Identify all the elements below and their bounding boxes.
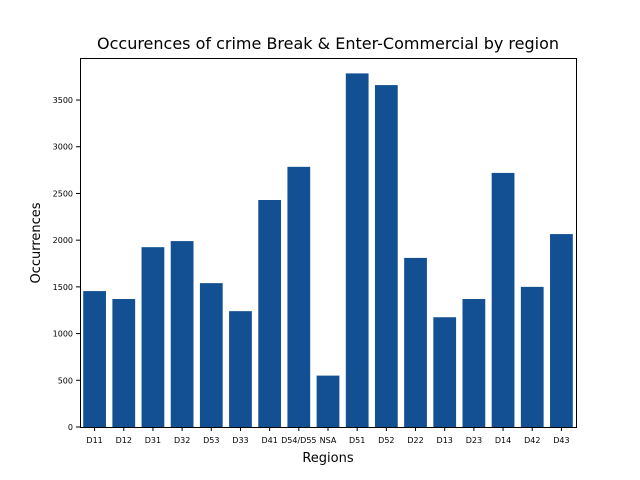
bar-d51 <box>345 73 369 427</box>
bar-nsa <box>316 375 340 427</box>
x-tick-label: D12 <box>116 436 132 445</box>
bar-d33 <box>229 311 252 427</box>
bars-layer <box>83 73 573 427</box>
bar-d52 <box>374 85 398 427</box>
y-tick-label: 3000 <box>53 143 73 152</box>
plot-frame <box>80 58 577 428</box>
bar-d11 <box>83 291 106 427</box>
y-tick-label: 500 <box>58 376 73 385</box>
x-axis-label: Regions <box>302 451 354 466</box>
x-tick-label: D54/D55 <box>281 436 316 445</box>
bar-d12 <box>112 299 136 427</box>
bar-d23 <box>462 299 486 427</box>
x-tick-label: D41 <box>261 436 277 445</box>
bar-d32 <box>170 241 194 427</box>
y-tick-label: 3500 <box>53 96 73 105</box>
chart-title: Occurences of crime Break & Enter-Commer… <box>97 34 559 53</box>
y-tick-label: 0 <box>68 423 73 432</box>
bar-d22 <box>404 257 427 427</box>
x-tick-label: D14 <box>495 436 511 445</box>
bar-d54-d55 <box>287 166 311 427</box>
x-tick-label: NSA <box>320 436 337 445</box>
x-tick-label: D11 <box>86 436 102 445</box>
y-tick-label: 2500 <box>53 189 73 198</box>
y-tick-label: 1000 <box>53 330 73 339</box>
y-tick-label: 2000 <box>53 236 73 245</box>
y-tick-label: 1500 <box>53 283 73 292</box>
x-axis: D11 D12 D31 D32 D53 D33 D41 D54/D55 NSA D51 D52 D22… <box>86 427 570 445</box>
x-tick-label: D42 <box>524 436 540 445</box>
x-tick-label: D13 <box>437 436 453 445</box>
x-tick-label: D51 <box>349 436 365 445</box>
x-tick-label: D32 <box>174 436 190 445</box>
bar-d13 <box>433 317 457 427</box>
x-tick-label: D31 <box>145 436 161 445</box>
y-axis-label: Occurrences <box>29 202 44 283</box>
x-tick-label: D52 <box>378 436 394 445</box>
bar-d31 <box>141 247 165 427</box>
bar-d43 <box>550 234 573 427</box>
x-tick-label: D33 <box>232 436 248 445</box>
bar-d14 <box>491 172 515 427</box>
x-tick-label: D53 <box>203 436 219 445</box>
x-tick-label: D22 <box>407 436 423 445</box>
bar-d42 <box>520 286 544 427</box>
x-tick-label: D43 <box>553 436 569 445</box>
y-axis: 0 500 1000 1500 2000 2500 3000 3500 <box>53 96 80 432</box>
x-tick-label: D23 <box>466 436 482 445</box>
bar-d41 <box>258 199 282 427</box>
bar-d53 <box>199 283 223 427</box>
